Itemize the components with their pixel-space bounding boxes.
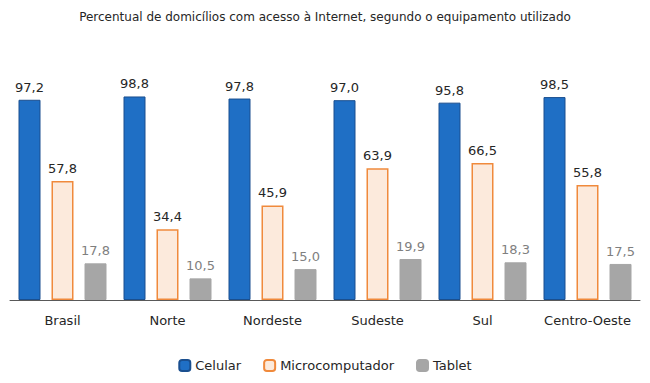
svg-text:95,8: 95,8 xyxy=(435,83,464,98)
svg-text:66,5: 66,5 xyxy=(468,143,497,158)
svg-text:Sul: Sul xyxy=(472,313,492,328)
svg-text:Celular: Celular xyxy=(195,358,242,373)
svg-text:15,0: 15,0 xyxy=(291,249,320,264)
svg-text:Sudeste: Sudeste xyxy=(351,313,404,328)
svg-text:97,2: 97,2 xyxy=(15,80,44,95)
svg-text:Tablet: Tablet xyxy=(432,358,472,373)
svg-text:Brasil: Brasil xyxy=(44,313,80,328)
svg-text:55,8: 55,8 xyxy=(573,165,602,180)
svg-text:Nordeste: Nordeste xyxy=(243,313,302,328)
svg-text:98,8: 98,8 xyxy=(120,76,149,91)
svg-text:10,5: 10,5 xyxy=(186,258,215,273)
svg-text:Percentual de domicílios com a: Percentual de domicílios com acesso à In… xyxy=(79,10,571,24)
svg-text:97,8: 97,8 xyxy=(225,79,254,94)
svg-text:63,9: 63,9 xyxy=(363,148,392,163)
svg-text:57,8: 57,8 xyxy=(48,161,77,176)
svg-text:17,8: 17,8 xyxy=(81,243,110,258)
svg-text:17,5: 17,5 xyxy=(606,244,635,259)
svg-text:Microcomputador: Microcomputador xyxy=(280,358,395,373)
svg-text:45,9: 45,9 xyxy=(258,185,287,200)
svg-text:97,0: 97,0 xyxy=(330,80,359,95)
svg-text:98,5: 98,5 xyxy=(540,77,569,92)
svg-text:34,4: 34,4 xyxy=(153,209,182,224)
svg-text:18,3: 18,3 xyxy=(501,242,530,257)
svg-text:19,9: 19,9 xyxy=(396,239,425,254)
svg-text:Norte: Norte xyxy=(149,313,185,328)
svg-text:Centro-Oeste: Centro-Oeste xyxy=(544,313,631,328)
